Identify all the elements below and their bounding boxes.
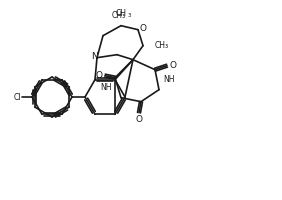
Text: CH₃: CH₃ xyxy=(155,41,169,50)
Text: NH: NH xyxy=(100,83,112,92)
Text: 3: 3 xyxy=(128,13,131,18)
Text: O: O xyxy=(96,71,103,80)
Text: CH₃: CH₃ xyxy=(112,11,126,20)
Text: CH: CH xyxy=(116,9,127,18)
Text: NH: NH xyxy=(163,75,175,84)
Text: O: O xyxy=(140,24,147,33)
Text: O: O xyxy=(135,115,142,124)
Text: O: O xyxy=(169,61,176,70)
Text: Cl: Cl xyxy=(14,92,21,102)
Text: N: N xyxy=(91,52,97,61)
